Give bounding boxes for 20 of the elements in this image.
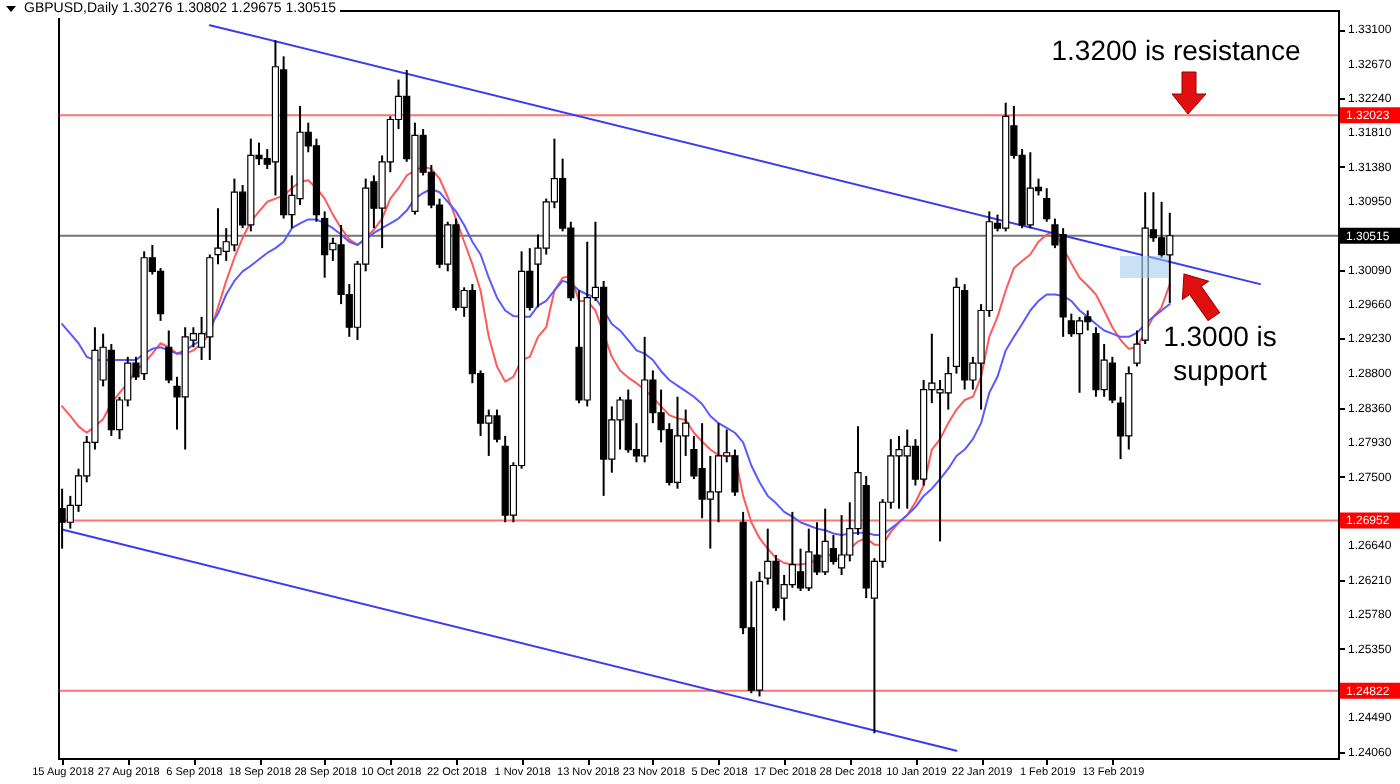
annotation: 1.3200 is resistance	[1049, 34, 1303, 68]
candlestick	[714, 422, 723, 524]
candlestick	[706, 454, 714, 550]
candlestick	[903, 428, 911, 510]
candlestick	[673, 395, 682, 490]
candlestick	[1157, 200, 1166, 259]
candlestick	[805, 527, 813, 592]
candlestick	[214, 207, 222, 266]
annotation: 1.3000 is support	[1161, 320, 1279, 388]
candlestick	[321, 210, 329, 279]
candlestick	[837, 514, 846, 576]
candlestick	[165, 329, 173, 385]
candlestick	[796, 547, 805, 592]
candlestick	[1026, 151, 1034, 230]
candlestick	[1075, 315, 1084, 394]
candlestick	[1043, 187, 1051, 223]
candlestick	[821, 507, 829, 576]
candlestick	[895, 434, 903, 510]
candlestick	[1108, 355, 1116, 405]
candlestick	[829, 534, 837, 566]
